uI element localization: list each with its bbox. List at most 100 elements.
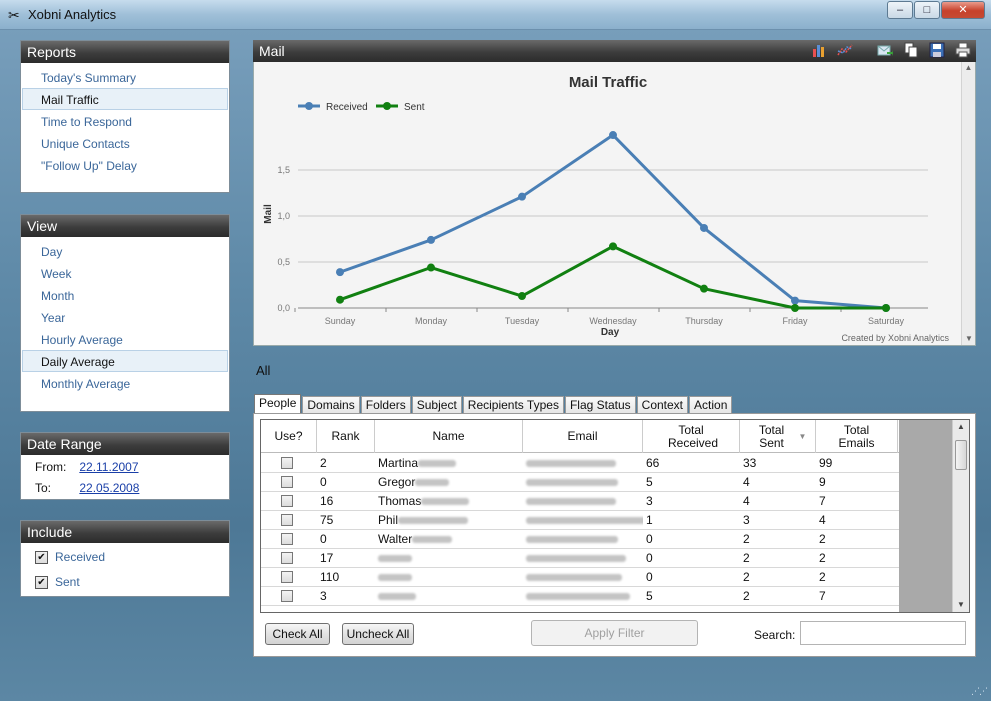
grid-scroll-down-icon[interactable]: ▼: [957, 600, 965, 609]
check-all-button[interactable]: Check All: [265, 623, 330, 645]
table-row[interactable]: 75 Phil 1 3 4: [261, 511, 899, 530]
cell-use: [261, 549, 317, 567]
cell-emails: 7: [816, 587, 898, 605]
tab-domains[interactable]: Domains: [302, 396, 360, 415]
x-tick-label: Saturday: [868, 316, 905, 326]
column-header-emails[interactable]: Total Emails: [816, 420, 898, 453]
cell-rank: 75: [317, 511, 375, 529]
row-checkbox[interactable]: [281, 552, 293, 564]
tab-subject[interactable]: Subject: [411, 396, 462, 415]
column-header-rank[interactable]: Rank: [317, 420, 375, 453]
cell-received: 5: [643, 473, 740, 491]
tab-context[interactable]: Context: [636, 396, 689, 415]
column-header-label: Name: [432, 429, 465, 443]
grid-scroll-thumb[interactable]: [955, 440, 967, 470]
print-icon[interactable]: [954, 42, 972, 60]
column-header-label: Rank: [331, 429, 360, 443]
chart-scrollbar[interactable]: ▲ ▼: [961, 62, 975, 345]
redacted-name: [418, 460, 457, 468]
from-date-link[interactable]: 22.11.2007: [79, 460, 139, 474]
row-checkbox[interactable]: [281, 476, 293, 488]
redacted-name: [378, 574, 412, 582]
view-item[interactable]: Daily Average: [22, 350, 228, 372]
include-checkbox[interactable]: ✔: [35, 576, 48, 589]
table-row[interactable]: 16 Thomas 3 4 7: [261, 492, 899, 511]
view-item[interactable]: Day: [41, 245, 63, 259]
apply-filter-button[interactable]: Apply Filter: [531, 620, 698, 646]
table-row[interactable]: 3 5 2 7: [261, 587, 899, 606]
report-item[interactable]: Unique Contacts: [41, 137, 130, 151]
column-header-received[interactable]: Total Received: [643, 420, 740, 453]
bar-chart-icon[interactable]: [810, 42, 828, 60]
row-checkbox[interactable]: [281, 590, 293, 602]
grid-scroll-up-icon[interactable]: ▲: [957, 422, 965, 431]
include-sent-row[interactable]: ✔ Sent: [21, 570, 229, 595]
uncheck-all-button[interactable]: Uncheck All: [342, 623, 414, 645]
column-header-name[interactable]: Name: [375, 420, 523, 453]
row-checkbox[interactable]: [281, 457, 293, 469]
table-row[interactable]: 0 Gregor 5 4 9: [261, 473, 899, 492]
line-chart-icon[interactable]: [836, 42, 854, 60]
save-icon[interactable]: [928, 42, 946, 60]
cell-received-value: 66: [646, 456, 660, 470]
cell-name-value: Martina: [378, 456, 419, 470]
include-received-row[interactable]: ✔ Received: [21, 545, 229, 570]
row-checkbox[interactable]: [281, 533, 293, 545]
cell-name: [375, 549, 523, 567]
email-icon[interactable]: [876, 42, 894, 60]
tab-flag-status[interactable]: Flag Status: [564, 396, 636, 415]
minimize-button[interactable]: ‒: [887, 1, 913, 19]
cell-emails: 2: [816, 549, 898, 567]
cell-rank-value: 16: [320, 494, 334, 508]
grid-header: Use? Rank Name Email Total Received Total Sen…: [261, 420, 899, 453]
view-item[interactable]: Month: [41, 289, 75, 303]
redacted-email: [526, 460, 616, 468]
report-item[interactable]: "Follow Up" Delay: [41, 159, 137, 173]
view-item[interactable]: Hourly Average: [41, 333, 123, 347]
table-row[interactable]: 0 Walter 0 2 2: [261, 530, 899, 549]
table-row[interactable]: 110 0 2 2: [261, 568, 899, 587]
grid-scrollbar[interactable]: ▲ ▼: [952, 420, 969, 612]
report-item[interactable]: Mail Traffic: [22, 88, 228, 110]
row-checkbox[interactable]: [281, 495, 293, 507]
table-row[interactable]: 2 Martina 66 33 99: [261, 454, 899, 473]
column-header-use[interactable]: Use?: [261, 420, 317, 453]
resize-grip-icon[interactable]: ⋰⋰: [971, 686, 988, 696]
cell-sent-value: 2: [743, 570, 750, 584]
search-input[interactable]: [800, 621, 966, 645]
view-item[interactable]: Week: [41, 267, 72, 281]
maximize-button[interactable]: □: [914, 1, 940, 19]
to-date-link[interactable]: 22.05.2008: [79, 481, 140, 495]
from-label: From:: [35, 460, 67, 474]
view-item[interactable]: Monthly Average: [41, 377, 131, 391]
cell-sent-value: 3: [743, 513, 750, 527]
report-item[interactable]: Time to Respond: [41, 115, 132, 129]
close-button[interactable]: ✕: [941, 1, 985, 19]
data-point-sent: [882, 304, 890, 312]
cell-received: 1: [643, 511, 740, 529]
cell-rank: 16: [317, 492, 375, 510]
include-checkbox[interactable]: ✔: [35, 551, 48, 564]
report-item[interactable]: Today's Summary: [41, 71, 136, 85]
cell-name: [375, 568, 523, 586]
tab-action[interactable]: Action: [689, 396, 733, 415]
table-row[interactable]: 17 0 2 2: [261, 549, 899, 568]
view-item[interactable]: Year: [41, 311, 66, 325]
cell-received: 5: [643, 587, 740, 605]
tab-recipients-types[interactable]: Recipients Types: [462, 396, 564, 415]
column-header-sent[interactable]: Total Sent ▼: [740, 420, 816, 453]
column-header-email[interactable]: Email: [523, 420, 643, 453]
cell-emails-value: 99: [819, 456, 833, 470]
row-checkbox[interactable]: [281, 514, 293, 526]
legend-label-received: Received: [326, 102, 368, 113]
tab-folders[interactable]: Folders: [360, 396, 411, 415]
tab-people[interactable]: People: [254, 394, 302, 415]
view-list: Day Week Month Year Hourly Average Daily Aver…: [21, 237, 229, 394]
series-line-received: [339, 133, 887, 310]
chart-toolbar: [802, 42, 972, 60]
scroll-up-icon[interactable]: ▲: [964, 63, 973, 72]
row-checkbox[interactable]: [281, 571, 293, 583]
scroll-down-icon[interactable]: ▼: [965, 334, 973, 343]
redacted-name: [398, 517, 469, 525]
copy-icon[interactable]: [902, 42, 920, 60]
